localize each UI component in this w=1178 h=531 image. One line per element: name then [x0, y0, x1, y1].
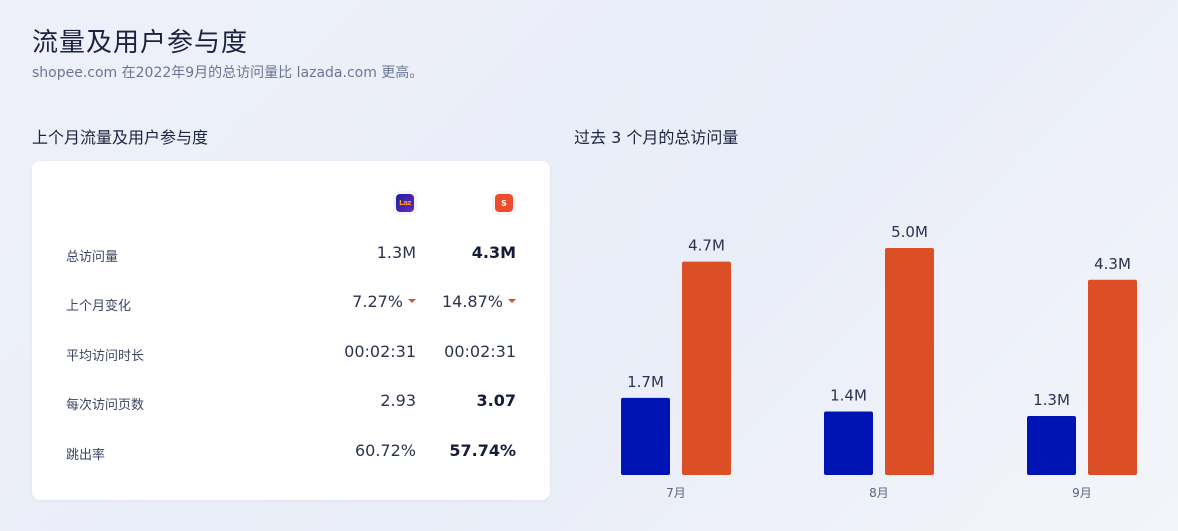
page-title: 流量及用户参与度	[32, 28, 249, 58]
chart-section-title: 过去 3 个月的总访问量	[574, 128, 739, 147]
shopee-value: 14.87%	[442, 292, 516, 311]
down-arrow-icon	[508, 298, 516, 303]
engagement-section-title: 上个月流量及用户参与度	[32, 128, 209, 147]
page-subtitle: shopee.com 在2022年9月的总访问量比 lazada.com 更高。	[32, 65, 424, 81]
lazada-value: 60.72%	[354, 441, 416, 460]
x-tick-label: 9月	[1072, 486, 1092, 500]
metric-label: 上个月变化	[66, 299, 132, 314]
x-tick-label: 8月	[869, 486, 889, 500]
shopee-value: 57.74%	[449, 441, 516, 460]
engagement-card: Laz S 总访问量 1.3M 4.3M 上个月变化 7.27% 14.87% …	[32, 161, 550, 500]
metric-row-bounce-rate: 跳出率 60.72% 57.74%	[32, 440, 550, 464]
lazada-value: 7.27%	[352, 292, 416, 311]
down-arrow-icon	[408, 298, 416, 303]
lazada-value: 2.93	[380, 391, 416, 410]
shopee-value: 3.07	[476, 391, 516, 410]
shopee-value: 4.3M	[471, 243, 516, 262]
bar-series1-1	[621, 397, 670, 475]
bar-value-label: 1.4M	[830, 386, 867, 404]
metric-row-pages-per-visit: 每次访问页数 2.93 3.07	[32, 390, 550, 414]
lazada-logo-icon: Laz	[396, 194, 414, 212]
bar-value-label: 1.3M	[1033, 391, 1070, 409]
shopee-logo-icon: S	[495, 194, 513, 212]
bar-value-label: 1.7M	[627, 373, 664, 391]
bar-series2-3	[1088, 279, 1137, 475]
bar-value-label: 5.0M	[891, 223, 928, 241]
bar-series1-2	[824, 411, 873, 475]
lazada-value: 00:02:31	[344, 342, 416, 361]
shopee-value: 00:02:31	[444, 342, 516, 361]
metric-label: 跳出率	[66, 448, 106, 463]
x-tick-label: 7月	[666, 486, 686, 500]
bar-series2-1	[682, 261, 731, 475]
bar-value-label: 4.3M	[1094, 255, 1131, 273]
metric-row-monthly-change: 上个月变化 7.27% 14.87%	[32, 291, 550, 315]
lazada-value: 1.3M	[376, 243, 416, 262]
metric-label: 平均访问时长	[66, 349, 145, 364]
bar-series1-3	[1027, 415, 1076, 475]
metric-row-avg-duration: 平均访问时长 00:02:31 00:02:31	[32, 341, 550, 365]
metric-row-total-visits: 总访问量 1.3M 4.3M	[32, 242, 550, 266]
bar-series2-2	[885, 248, 934, 475]
bar-value-label: 4.7M	[688, 237, 725, 255]
metric-label: 每次访问页数	[66, 398, 145, 413]
metric-label: 总访问量	[66, 250, 119, 265]
